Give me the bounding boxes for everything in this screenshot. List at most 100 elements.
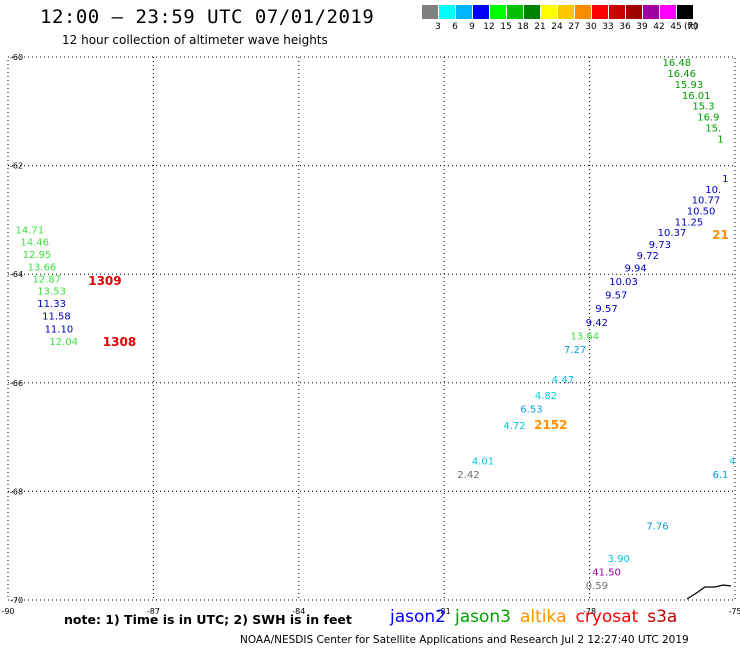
wave-height-reading: 1 <box>722 174 728 185</box>
satellite-legend-item: cryosat <box>575 607 639 627</box>
wave-height-reading: 10.77 <box>692 196 721 207</box>
wave-height-reading: 4 <box>729 456 735 467</box>
footnote: note: 1) Time is in UTC; 2) SWH is in fe… <box>64 612 352 627</box>
wave-height-reading: 10.50 <box>687 206 716 217</box>
scale-swatch <box>507 5 523 19</box>
wave-height-reading: 12.87 <box>32 274 61 285</box>
wave-height-reading: 16.46 <box>667 69 696 80</box>
wave-height-reading: 11.10 <box>45 324 74 335</box>
scale-label: 45 <box>670 22 682 32</box>
wave-height-reading: 13.53 <box>37 286 66 297</box>
wave-height-reading: 4.72 <box>503 421 525 432</box>
scale-swatch <box>422 5 438 19</box>
map-title: 12:00 – 23:59 UTC 07/01/2019 <box>40 6 375 28</box>
scale-label: 27 <box>568 22 580 32</box>
scale-swatch <box>490 5 506 19</box>
pass-time-label: 1309 <box>88 274 121 288</box>
lon-label: -84 <box>292 607 305 616</box>
wave-height-reading: 9.57 <box>595 304 617 315</box>
wave-height-reading: 2.42 <box>457 470 479 481</box>
pass-time-label: 2152 <box>534 418 567 432</box>
scale-label: 39 <box>636 22 648 32</box>
wave-height-reading: 13.64 <box>570 331 599 342</box>
scale-swatch <box>558 5 574 19</box>
wave-height-reading: 9.72 <box>637 251 659 262</box>
scale-swatch <box>626 5 642 19</box>
scale-swatch <box>609 5 625 19</box>
map-frame <box>7 56 736 601</box>
lon-label: -87 <box>147 607 160 616</box>
wave-height-reading: 1 <box>717 134 723 145</box>
scale-label: 24 <box>551 22 563 32</box>
lon-label: -81 <box>438 607 451 616</box>
wave-height-reading: 0.59 <box>586 581 608 592</box>
wave-height-reading: 4.82 <box>535 391 557 402</box>
map-subtitle: 12 hour collection of altimeter wave hei… <box>62 33 328 47</box>
lat-label: -62 <box>10 162 23 171</box>
scale-swatch <box>575 5 591 19</box>
wave-height-reading: 6.53 <box>520 405 542 416</box>
wave-height-reading: 41.50 <box>592 568 621 579</box>
satellite-legend-item: s3a <box>647 607 678 627</box>
lat-label: -70 <box>10 596 23 605</box>
scale-label: 3 <box>435 22 441 32</box>
wave-height-reading: 11.25 <box>675 217 704 228</box>
wave-height-reading: 10.37 <box>658 228 687 239</box>
scale-label: 30 <box>585 22 597 32</box>
wave-height-reading: 4.01 <box>472 456 494 467</box>
scale-swatch <box>592 5 608 19</box>
scale-swatch <box>677 5 693 19</box>
scale-label: 18 <box>517 22 529 32</box>
wave-height-reading: 12.95 <box>23 250 52 261</box>
wave-height-reading: 4.47 <box>552 375 574 386</box>
satellite-legend-item: jason3 <box>455 607 511 627</box>
wave-height-reading: 9.57 <box>605 291 627 302</box>
satellite-legend-item: jason2 <box>390 607 446 627</box>
scale-label: 36 <box>619 22 631 32</box>
scale-swatch <box>439 5 455 19</box>
credit-line: NOAA/NESDIS Center for Satellite Applica… <box>240 634 689 646</box>
wave-height-reading: 14.46 <box>20 237 49 248</box>
wave-height-reading: 10.03 <box>609 277 638 288</box>
coastline <box>686 584 732 600</box>
scale-label: 6 <box>452 22 458 32</box>
satellite-legend-item: altika <box>520 607 567 627</box>
scale-unit: (ft) <box>684 22 698 32</box>
wave-height-reading: 6.1 <box>713 470 729 481</box>
wave-height-reading: 16.9 <box>697 113 719 124</box>
scale-label: 21 <box>534 22 546 32</box>
wave-height-reading: 3.90 <box>608 554 630 565</box>
wave-height-reading: 12.04 <box>49 337 78 348</box>
wave-height-reading: 15.93 <box>675 80 704 91</box>
scale-swatch <box>473 5 489 19</box>
scale-swatch <box>643 5 659 19</box>
wave-height-reading: 15.3 <box>692 102 714 113</box>
scale-label: 42 <box>653 22 665 32</box>
scale-swatch <box>660 5 676 19</box>
scale-label: 12 <box>483 22 495 32</box>
lat-label: -66 <box>10 379 23 388</box>
scale-label: 15 <box>500 22 512 32</box>
scale-label: 33 <box>602 22 614 32</box>
wave-height-reading: 15. <box>705 123 721 134</box>
lat-label: -68 <box>10 487 23 496</box>
wave-height-reading: 7.27 <box>564 345 586 356</box>
wave-height-reading: 9.73 <box>649 240 671 251</box>
lon-label: -75 <box>728 607 740 616</box>
wave-height-reading: 7.76 <box>646 521 668 532</box>
wave-height-reading: 14.71 <box>15 225 44 236</box>
scale-swatch <box>524 5 540 19</box>
lon-label: -78 <box>583 607 596 616</box>
scale-label: 70 <box>687 22 699 32</box>
wave-height-reading: 9.42 <box>586 318 608 329</box>
wave-height-reading: 10. <box>705 185 721 196</box>
satellite-legend: jason2 jason3 altika cryosat s3a <box>390 607 686 627</box>
wave-height-reading: 9.94 <box>625 263 647 274</box>
wave-height-reading: 16.01 <box>682 91 711 102</box>
lat-label: -60 <box>10 53 23 62</box>
lat-label: -64 <box>10 270 23 279</box>
scale-swatch <box>456 5 472 19</box>
wave-height-reading: 11.58 <box>42 311 71 322</box>
pass-time-label: 21 <box>712 228 729 242</box>
